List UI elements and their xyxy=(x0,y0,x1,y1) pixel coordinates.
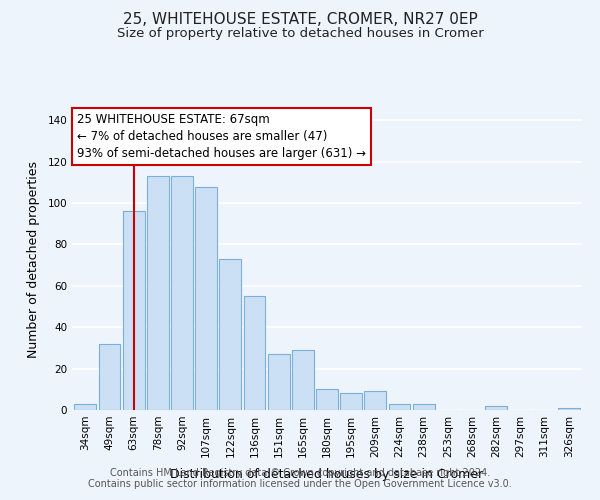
Bar xyxy=(364,392,386,410)
Bar xyxy=(147,176,169,410)
Y-axis label: Number of detached properties: Number of detached properties xyxy=(28,162,40,358)
Bar xyxy=(389,404,410,410)
Text: 25, WHITEHOUSE ESTATE, CROMER, NR27 0EP: 25, WHITEHOUSE ESTATE, CROMER, NR27 0EP xyxy=(122,12,478,28)
Text: Contains HM Land Registry data © Crown copyright and database right 2024.: Contains HM Land Registry data © Crown c… xyxy=(110,468,490,477)
Bar xyxy=(316,390,338,410)
Bar xyxy=(340,394,362,410)
X-axis label: Distribution of detached houses by size in Cromer: Distribution of detached houses by size … xyxy=(170,468,484,481)
Text: Contains public sector information licensed under the Open Government Licence v3: Contains public sector information licen… xyxy=(88,479,512,489)
Bar xyxy=(558,408,580,410)
Bar xyxy=(195,186,217,410)
Bar xyxy=(292,350,314,410)
Bar xyxy=(220,259,241,410)
Bar xyxy=(413,404,434,410)
Bar xyxy=(485,406,507,410)
Bar xyxy=(171,176,193,410)
Text: Size of property relative to detached houses in Cromer: Size of property relative to detached ho… xyxy=(116,28,484,40)
Bar xyxy=(74,404,96,410)
Bar xyxy=(98,344,121,410)
Bar xyxy=(123,212,145,410)
Bar xyxy=(268,354,290,410)
Text: 25 WHITEHOUSE ESTATE: 67sqm
← 7% of detached houses are smaller (47)
93% of semi: 25 WHITEHOUSE ESTATE: 67sqm ← 7% of deta… xyxy=(77,113,366,160)
Bar xyxy=(244,296,265,410)
